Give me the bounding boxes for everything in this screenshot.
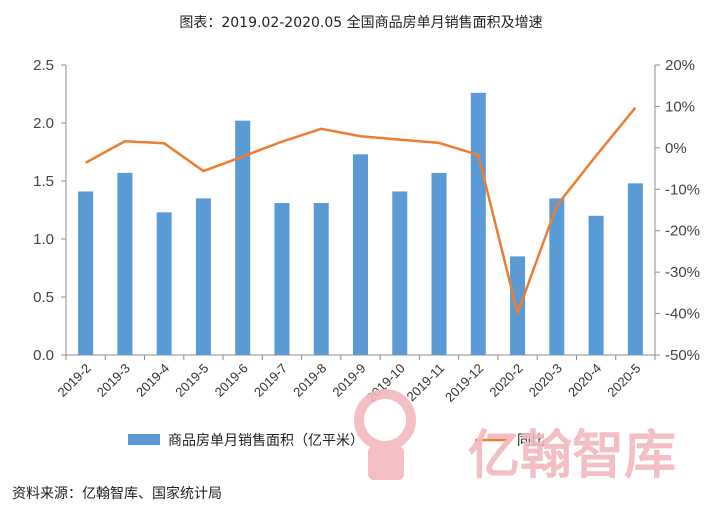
legend: 商品房单月销售面积（亿平米） 同比 [128,433,545,449]
y-right-tick-label: -40% [665,306,700,323]
x-tick-label: 2019-3 [94,361,133,400]
y-right-tick-label: -10% [665,181,700,198]
watermark: 亿翰智库 [354,389,676,486]
y-right-tick-label: -30% [665,264,700,281]
plot-area: 0.0 0.5 1.0 1.5 2.0 2.5 -50% -40% -30% -20% -10% 0%… [33,57,700,405]
x-tick-label: 2019-12 [442,361,486,405]
x-tick-label: 2019-6 [212,361,251,400]
y-left-tick-label: 1.5 [33,173,54,190]
x-tick-label: 2019-5 [172,361,211,400]
y-right-tick-label: -20% [665,223,700,240]
x-tick-label: 2020-4 [565,361,604,400]
bar [313,203,329,355]
y-right-tick-label: 20% [665,57,695,74]
y-right-tick-label: 0% [665,140,687,157]
bar [156,212,172,355]
x-tick-label: 2019-7 [251,361,290,400]
legend-label-line: 同比 [517,433,545,449]
bar [627,183,643,355]
x-tick-label: 2019-4 [133,361,172,400]
x-tick-label: 2019-2 [55,361,94,400]
y-right-tick-label: -50% [665,347,700,364]
bar [353,154,368,355]
bar [549,198,565,355]
chart-title: 图表：2019.02-2020.05 全国商品房单月销售面积及增速 [179,14,542,31]
y-right-tick-label: 10% [665,98,695,115]
x-tick-label: 2020-3 [526,361,565,400]
legend-swatch-bar [128,434,160,445]
bar [392,191,408,355]
x-tick-label: 2020-5 [604,361,643,400]
line-series-yoy [85,106,637,315]
watermark-logo [354,389,416,480]
x-tick-label: 2019-8 [290,361,329,400]
legend-label-bar: 商品房单月销售面积（亿平米） [168,433,364,449]
y-left-tick-label: 2.0 [33,115,54,132]
y-left-tick-label: 0.5 [33,289,54,306]
y-left-tick-label: 1.0 [33,231,54,248]
bar [195,198,211,355]
bar [274,203,290,355]
watermark-text: 亿翰智库 [468,426,676,486]
bar [510,256,526,355]
x-tick-label: 2019-11 [403,361,447,405]
source-note: 资料来源：亿翰智库、国家统计局 [12,485,222,502]
y-left-tick-label: 0.0 [33,347,54,364]
bar [431,172,447,355]
x-tick-label: 2020-2 [486,361,525,400]
bar [470,92,486,355]
bar [235,120,251,356]
bar [588,215,604,355]
bar [117,172,133,355]
y-left-tick-label: 2.5 [33,57,54,74]
bar [78,191,94,355]
